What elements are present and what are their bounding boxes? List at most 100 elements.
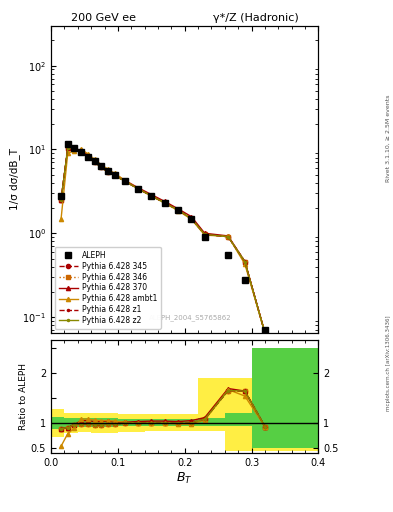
Pythia 6.428 345 (176, 207, 180, 213)
ALEPH (263, 327, 267, 333)
Pythia 6.428 346 (202, 231, 207, 238)
Pythia 6.428 z1 (79, 150, 84, 156)
Pythia 6.428 ambt1 (99, 161, 104, 167)
Pythia 6.428 z1 (112, 173, 117, 179)
Pythia 6.428 ambt1 (59, 216, 64, 222)
Pythia 6.428 z2 (59, 197, 64, 203)
Pythia 6.428 346 (242, 259, 247, 265)
Pythia 6.428 370 (72, 145, 77, 152)
Pythia 6.428 345 (242, 259, 247, 265)
Pythia 6.428 346 (66, 144, 70, 151)
Pythia 6.428 z2 (79, 150, 84, 156)
Pythia 6.428 z2 (112, 173, 117, 179)
Line: Pythia 6.428 346: Pythia 6.428 346 (59, 145, 267, 335)
Pythia 6.428 z1 (136, 186, 140, 192)
Pythia 6.428 370 (242, 259, 247, 265)
Pythia 6.428 ambt1 (106, 166, 110, 173)
Line: Pythia 6.428 z1: Pythia 6.428 z1 (59, 145, 267, 335)
Pythia 6.428 z1 (176, 207, 180, 213)
Text: Rivet 3.1.10, ≥ 2.5M events: Rivet 3.1.10, ≥ 2.5M events (386, 95, 391, 182)
Pythia 6.428 ambt1 (79, 146, 84, 153)
Pythia 6.428 z2 (226, 233, 231, 240)
Text: 200 GeV ee: 200 GeV ee (71, 13, 136, 23)
Pythia 6.428 z2 (176, 207, 180, 213)
Pythia 6.428 370 (263, 330, 267, 336)
Pythia 6.428 346 (99, 164, 104, 170)
Pythia 6.428 346 (162, 200, 167, 206)
Pythia 6.428 z1 (59, 197, 64, 203)
Line: ALEPH: ALEPH (58, 142, 268, 333)
Pythia 6.428 345 (106, 169, 110, 175)
Pythia 6.428 ambt1 (162, 200, 167, 206)
ALEPH (122, 178, 127, 184)
Pythia 6.428 370 (79, 147, 84, 153)
Pythia 6.428 370 (59, 197, 64, 203)
Pythia 6.428 z1 (72, 145, 77, 152)
Pythia 6.428 370 (162, 198, 167, 204)
Pythia 6.428 z2 (122, 178, 127, 184)
Pythia 6.428 z1 (86, 154, 90, 160)
Pythia 6.428 z2 (162, 200, 167, 206)
Pythia 6.428 345 (112, 173, 117, 179)
Pythia 6.428 345 (189, 216, 194, 222)
Pythia 6.428 346 (86, 154, 90, 160)
Line: Pythia 6.428 z2: Pythia 6.428 z2 (59, 145, 267, 335)
Pythia 6.428 ambt1 (72, 148, 77, 155)
Pythia 6.428 z1 (202, 231, 207, 238)
Pythia 6.428 z1 (122, 178, 127, 184)
Pythia 6.428 370 (106, 167, 110, 173)
ALEPH (149, 193, 154, 199)
Pythia 6.428 370 (189, 214, 194, 220)
Pythia 6.428 z1 (189, 216, 194, 222)
Pythia 6.428 345 (226, 233, 231, 240)
Text: γ*/Z (Hadronic): γ*/Z (Hadronic) (213, 13, 299, 23)
Pythia 6.428 z1 (226, 233, 231, 240)
Pythia 6.428 345 (136, 186, 140, 192)
ALEPH (79, 149, 84, 155)
ALEPH (176, 207, 180, 213)
ALEPH (92, 158, 97, 164)
ALEPH (226, 252, 231, 258)
Pythia 6.428 z2 (149, 193, 154, 199)
ALEPH (72, 144, 77, 151)
Pythia 6.428 345 (66, 144, 70, 151)
Pythia 6.428 346 (226, 233, 231, 240)
Pythia 6.428 346 (122, 178, 127, 184)
ALEPH (99, 163, 104, 169)
Pythia 6.428 346 (176, 207, 180, 213)
Pythia 6.428 ambt1 (112, 170, 117, 176)
Pythia 6.428 ambt1 (122, 177, 127, 183)
Pythia 6.428 z1 (92, 159, 97, 165)
Pythia 6.428 z2 (136, 186, 140, 192)
Pythia 6.428 346 (79, 150, 84, 156)
Pythia 6.428 z2 (242, 259, 247, 265)
Pythia 6.428 370 (86, 152, 90, 158)
ALEPH (136, 186, 140, 192)
Pythia 6.428 z1 (162, 200, 167, 206)
Y-axis label: 1/σ dσ/dB_T: 1/σ dσ/dB_T (9, 148, 20, 210)
Pythia 6.428 345 (202, 231, 207, 238)
Pythia 6.428 ambt1 (136, 186, 140, 192)
ALEPH (106, 168, 110, 174)
Pythia 6.428 ambt1 (242, 261, 247, 267)
Pythia 6.428 345 (86, 154, 90, 160)
Pythia 6.428 346 (149, 193, 154, 199)
Line: Pythia 6.428 ambt1: Pythia 6.428 ambt1 (59, 147, 267, 335)
Pythia 6.428 345 (122, 178, 127, 184)
Y-axis label: Ratio to ALEPH: Ratio to ALEPH (19, 364, 28, 430)
Pythia 6.428 346 (72, 145, 77, 152)
Pythia 6.428 370 (112, 171, 117, 177)
Pythia 6.428 345 (59, 197, 64, 203)
Pythia 6.428 z1 (149, 193, 154, 199)
Pythia 6.428 z2 (66, 144, 70, 151)
ALEPH (162, 200, 167, 206)
Pythia 6.428 346 (112, 173, 117, 179)
Pythia 6.428 z2 (263, 330, 267, 336)
Pythia 6.428 ambt1 (226, 233, 231, 240)
Pythia 6.428 345 (72, 145, 77, 152)
ALEPH (66, 141, 70, 147)
Pythia 6.428 370 (149, 191, 154, 198)
Pythia 6.428 370 (92, 157, 97, 163)
Pythia 6.428 346 (136, 186, 140, 192)
ALEPH (112, 172, 117, 178)
